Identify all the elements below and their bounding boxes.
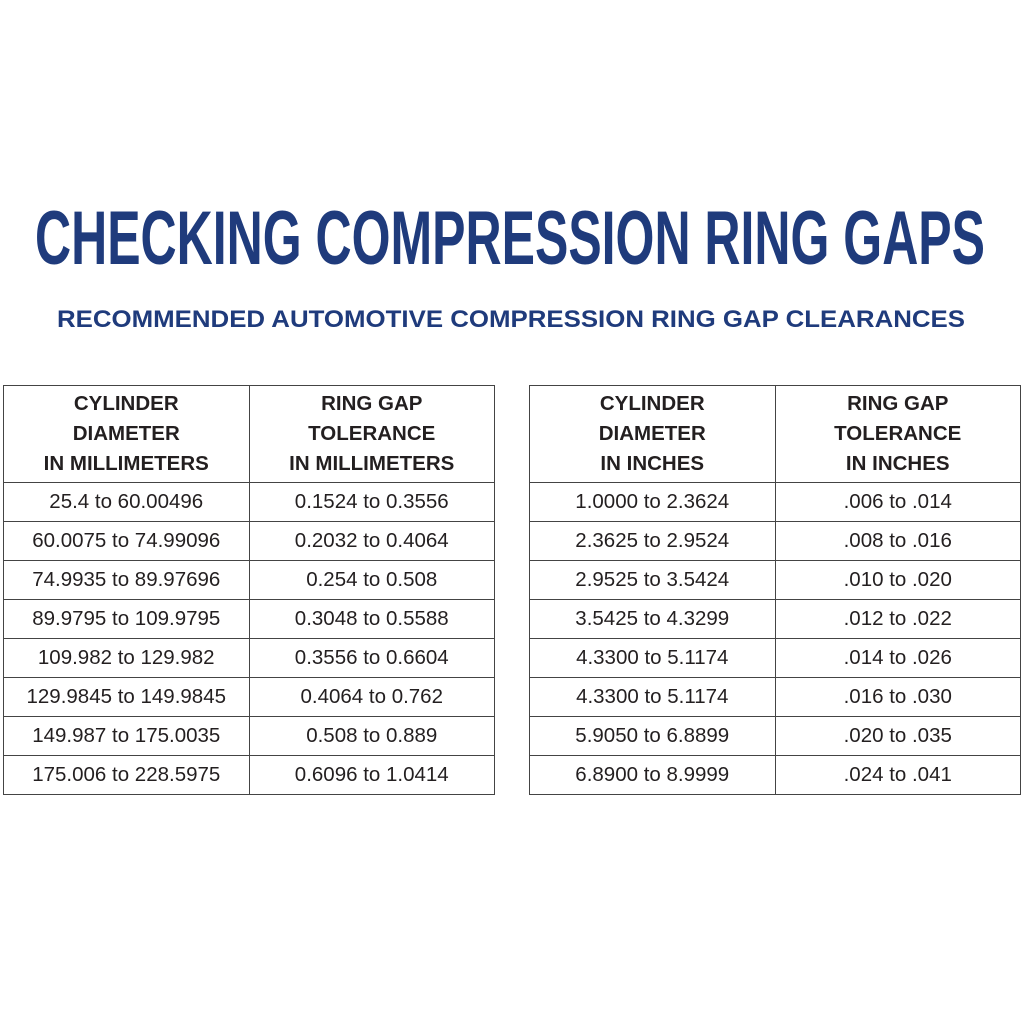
header-line: RING GAP [321, 392, 423, 415]
table-cell: 0.3556 to 0.6604 [248, 638, 495, 678]
table-row: 60.0075 to 74.99096 0.2032 to 0.4064 [3, 521, 495, 561]
table-cell: 0.2032 to 0.4064 [248, 521, 495, 561]
table-row: 89.9795 to 109.9795 0.3048 to 0.5588 [3, 599, 495, 639]
table-row: 2.9525 to 3.5424.010 to .020 [529, 560, 1021, 600]
page-title: CHECKING COMPRESSION RING GAPS [35, 200, 985, 270]
table-cell: .006 to .014 [774, 482, 1021, 522]
table-cell: .010 to .020 [774, 560, 1021, 600]
table-cell: .016 to .030 [774, 677, 1021, 717]
header-line: RING GAP [847, 392, 949, 415]
table-cell: 109.982 to 129.982 [3, 638, 250, 678]
table-cell: .012 to .022 [774, 599, 1021, 639]
header-line: IN MILLIMETERS [289, 452, 455, 475]
table-row: 4.3300 to 5.1174.014 to .026 [529, 638, 1021, 678]
table-cell: 0.3048 to 0.5588 [248, 599, 495, 639]
table-cell: 0.508 to 0.889 [248, 716, 495, 756]
table-cell: 0.1524 to 0.3556 [248, 482, 495, 522]
table-row: 74.9935 to 89.97696 0.254 to 0.508 [3, 560, 495, 600]
table-cell: 0.4064 to 0.762 [248, 677, 495, 717]
header-line: IN INCHES [845, 452, 950, 475]
table-cell: 4.3300 to 5.1174 [529, 638, 776, 678]
table-cell: 6.8900 to 8.9999 [529, 755, 776, 795]
column-header: RING GAP TOLERANCE IN MILLIMETERS [248, 385, 495, 483]
table-cell: 175.006 to 228.5975 [3, 755, 250, 795]
table-cell: 60.0075 to 74.99096 [3, 521, 250, 561]
header-line: IN MILLIMETERS [43, 452, 209, 475]
table-cell: 3.5425 to 4.3299 [529, 599, 776, 639]
table-row: 1.0000 to 2.3624.006 to .014 [529, 482, 1021, 522]
table-cell: .008 to .016 [774, 521, 1021, 561]
table-cell: 149.987 to 175.0035 [3, 716, 250, 756]
table-row: 3.5425 to 4.3299.012 to .022 [529, 599, 1021, 639]
table-cell: 2.9525 to 3.5424 [529, 560, 776, 600]
header-line: IN INCHES [600, 452, 705, 475]
header-line: DIAMETER [72, 422, 180, 445]
page-title-text: CHECKING COMPRESSION RING GAPS [35, 200, 985, 270]
table-cell: 1.0000 to 2.3624 [529, 482, 776, 522]
header-row: CYLINDER DIAMETER IN MILLIMETERS RING GAP TO… [3, 385, 495, 483]
page-subtitle: RECOMMENDED AUTOMOTIVE COMPRESSION RING … [57, 306, 965, 333]
table-cell: 89.9795 to 109.9795 [3, 599, 250, 639]
table-row: 175.006 to 228.5975 0.6096 to 1.0414 [3, 755, 495, 795]
table-row: 149.987 to 175.0035 0.508 to 0.889 [3, 716, 495, 756]
header-line: DIAMETER [598, 422, 706, 445]
column-header: RING GAP TOLERANCE IN INCHES [774, 385, 1021, 483]
table-cell: .014 to .026 [774, 638, 1021, 678]
header-line: TOLERANCE [834, 422, 962, 445]
column-header: CYLINDER DIAMETER IN MILLIMETERS [3, 385, 250, 483]
header-line: CYLINDER [73, 392, 179, 415]
table-cell: 5.9050 to 6.8899 [529, 716, 776, 756]
header-line: TOLERANCE [308, 422, 436, 445]
header-line: CYLINDER [599, 392, 705, 415]
table-row: 109.982 to 129.982 0.3556 to 0.6604 [3, 638, 495, 678]
metric-table: CYLINDER DIAMETER IN MILLIMETERS RING GAP TO… [3, 385, 495, 795]
table-cell: 74.9935 to 89.97696 [3, 560, 250, 600]
column-header: CYLINDER DIAMETER IN INCHES [529, 385, 776, 483]
table-row: 4.3300 to 5.1174.016 to .030 [529, 677, 1021, 717]
table-cell: .024 to .041 [774, 755, 1021, 795]
table-row: 2.3625 to 2.9524.008 to .016 [529, 521, 1021, 561]
table-cell: 2.3625 to 2.9524 [529, 521, 776, 561]
table-cell: 4.3300 to 5.1174 [529, 677, 776, 717]
header-row: CYLINDER DIAMETER IN INCHES RING GAP TOLERAN… [529, 385, 1021, 483]
imperial-table: CYLINDER DIAMETER IN INCHES RING GAP TOLERAN… [529, 385, 1021, 795]
table-cell: .020 to .035 [774, 716, 1021, 756]
table-cell: 25.4 to 60.00496 [3, 482, 250, 522]
table-cell: 129.9845 to 149.9845 [3, 677, 250, 717]
table-row: 129.9845 to 149.9845 0.4064 to 0.762 [3, 677, 495, 717]
table-cell: 0.254 to 0.508 [248, 560, 495, 600]
table-cell: 0.6096 to 1.0414 [248, 755, 495, 795]
table-row: 5.9050 to 6.8899.020 to .035 [529, 716, 1021, 756]
table-row: 25.4 to 60.00496 0.1524 to 0.3556 [3, 482, 495, 522]
page-subtitle-text: RECOMMENDED AUTOMOTIVE COMPRESSION RING … [57, 306, 965, 333]
table-row: 6.8900 to 8.9999.024 to .041 [529, 755, 1021, 795]
